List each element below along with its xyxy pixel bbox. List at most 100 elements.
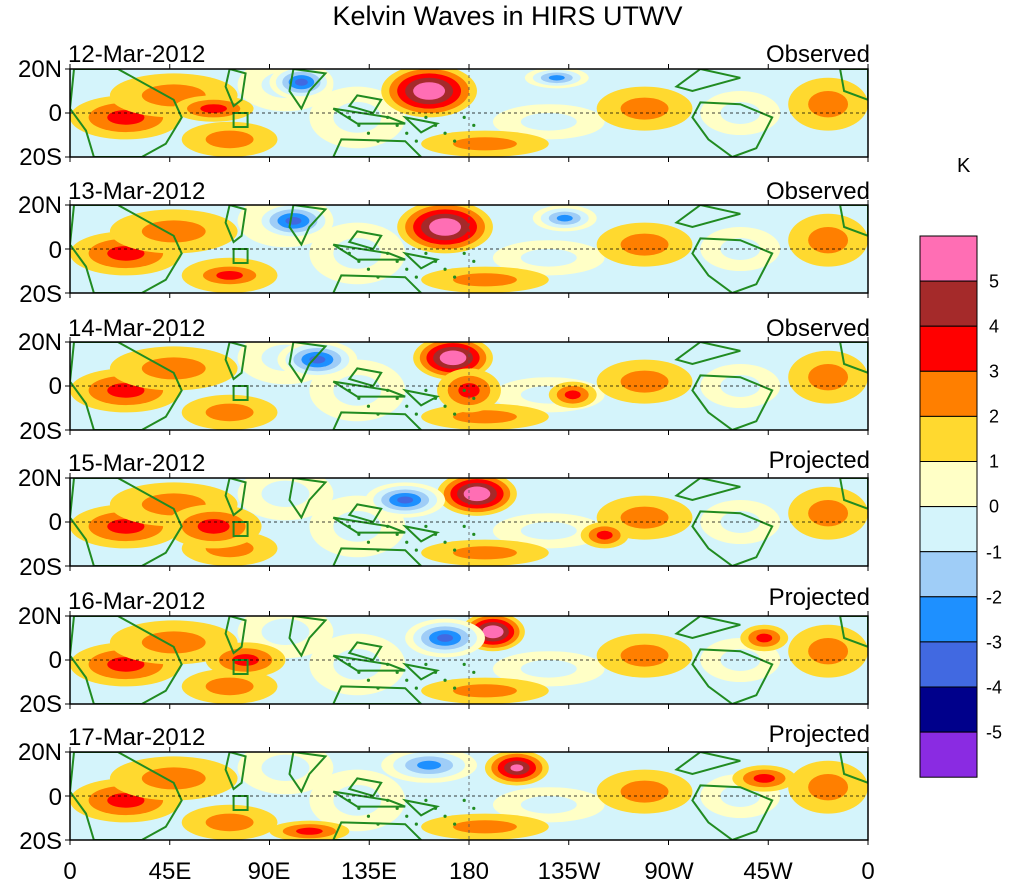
panel-1-status: Observed: [765, 41, 870, 68]
coastline: [70, 752, 183, 840]
island: [357, 532, 361, 536]
lon-label-0: 0: [63, 858, 77, 885]
anomaly-contour: [333, 511, 382, 542]
anomaly-contour: [510, 764, 524, 772]
island: [472, 670, 476, 674]
island: [347, 251, 351, 255]
island: [414, 139, 418, 143]
anomaly-contour: [107, 246, 145, 261]
figure-title: Kelvin Waves in HIRS UTWV: [332, 1, 683, 31]
coastline: [674, 342, 741, 366]
anomaly-contour: [520, 796, 577, 814]
lat-label-20s: 20S: [19, 281, 62, 308]
anomaly-contour: [620, 370, 669, 393]
anomaly-contour: [808, 774, 849, 801]
island: [405, 814, 409, 818]
anomaly-contour: [216, 271, 243, 280]
island: [376, 275, 380, 279]
coastline: [402, 524, 441, 543]
lat-label-20n: 20N: [17, 192, 62, 219]
lat-label-20s: 20S: [19, 144, 62, 171]
anomaly-contour: [107, 383, 145, 398]
colorbar-box: [919, 370, 978, 417]
lat-label-eq: 0: [48, 373, 62, 400]
island: [386, 524, 390, 528]
coastline: [839, 478, 868, 510]
anomaly-field: [70, 342, 868, 430]
anomaly-contour: [487, 628, 499, 636]
anomaly-contour: [756, 633, 773, 643]
colorbar-box: [919, 641, 978, 688]
lon-label-90w: 90W: [644, 858, 694, 885]
coastline: [347, 230, 383, 251]
coastline: [70, 205, 183, 293]
coastline: [347, 641, 383, 662]
lat-label-20n: 20N: [17, 739, 62, 766]
island: [376, 686, 380, 690]
coastline: [839, 752, 868, 784]
coastline: [70, 478, 183, 566]
anomaly-contour: [520, 113, 577, 131]
colorbar-box: [919, 506, 978, 553]
anomaly-contour: [470, 490, 484, 498]
colorbar-unit: K: [957, 155, 971, 177]
coastline: [70, 616, 183, 704]
anomaly-contour: [596, 530, 613, 540]
colorbar-box: [919, 731, 978, 778]
lat-label-20s: 20S: [19, 418, 62, 445]
lat-label-eq: 0: [48, 647, 62, 674]
lon-label-360: 0: [861, 858, 875, 885]
island: [347, 524, 351, 528]
colorbar-label: -4: [985, 677, 1003, 698]
coastline: [839, 205, 868, 237]
island: [453, 686, 457, 690]
colorbar-label: -3: [985, 632, 1003, 653]
island: [462, 524, 466, 528]
anomaly-contour: [333, 238, 382, 269]
lat-label-20s: 20S: [19, 828, 62, 855]
coastline: [332, 411, 423, 430]
island: [386, 388, 390, 392]
coastline: [332, 138, 423, 157]
island: [424, 251, 428, 255]
anomaly-contour: [309, 355, 326, 364]
anomaly-contour: [295, 78, 308, 86]
island: [357, 259, 361, 263]
coastline: [402, 798, 441, 817]
anomaly-contour: [261, 480, 310, 508]
anomaly-contour: [333, 649, 382, 680]
colorbar-label: -1: [985, 542, 1003, 563]
panel-4-status: Projected: [768, 447, 870, 474]
anomaly-contour: [620, 780, 669, 803]
island: [366, 267, 371, 271]
anomaly-contour: [107, 657, 145, 672]
coastline: [70, 342, 183, 430]
coastline: [332, 821, 423, 840]
coastline: [347, 503, 383, 524]
panel-5-status: Projected: [768, 584, 870, 611]
lon-label-135w: 135W: [537, 858, 601, 885]
coastline: [332, 547, 423, 566]
island: [405, 131, 409, 135]
island: [366, 814, 371, 818]
island: [386, 251, 390, 255]
lat-label-20n: 20N: [17, 603, 62, 630]
island: [366, 131, 371, 135]
anomaly-contour: [333, 375, 382, 406]
panel-3-status: Observed: [765, 315, 870, 342]
anomaly-contour: [107, 793, 145, 808]
anomaly-contour: [107, 519, 145, 534]
coastline: [70, 69, 183, 157]
island: [414, 686, 418, 690]
colorbar-label: 4: [988, 316, 1000, 337]
island: [414, 275, 418, 279]
map-panel-5: [65, 611, 869, 709]
panel-5-date: 16-Mar-2012: [68, 588, 206, 615]
panel-3-date: 14-Mar-2012: [68, 315, 206, 342]
anomaly-contour: [200, 104, 227, 113]
anomaly-contour: [808, 364, 849, 391]
island: [472, 532, 476, 536]
panel-1-date: 12-Mar-2012: [68, 41, 206, 68]
island: [357, 806, 361, 810]
island: [424, 388, 428, 392]
